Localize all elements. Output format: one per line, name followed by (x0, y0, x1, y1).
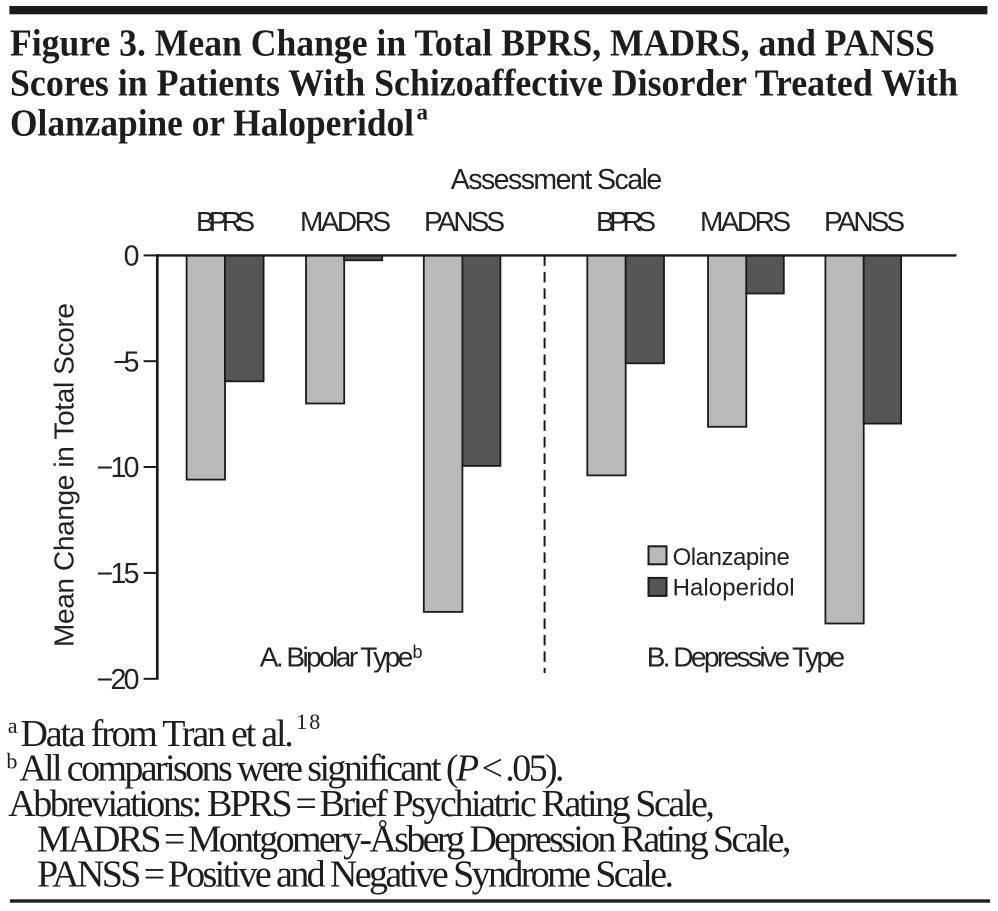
svg-text:PANSS: PANSS (824, 206, 905, 237)
svg-text:Abbreviations: BPRS = Brief Ps: Abbreviations: BPRS = Brief Psychiatric … (8, 783, 715, 825)
svg-text:−20: −20 (97, 664, 140, 696)
svg-text:a: a (8, 713, 18, 738)
svg-text:b: b (6, 748, 17, 773)
svg-text:−5: −5 (113, 346, 140, 378)
svg-text:B. Depressive Type: B. Depressive Type (647, 641, 845, 672)
svg-text:Mean Change in Total Score: Mean Change in Total Score (49, 303, 80, 647)
svg-text:−10: −10 (97, 452, 140, 484)
svg-text:a: a (417, 100, 429, 125)
svg-text:A. Bipolar Type: A. Bipolar Type (260, 641, 414, 672)
svg-text:Olanzapine or Haloperidol: Olanzapine or Haloperidol (10, 102, 414, 144)
svg-text:All comparisons were significa: All comparisons were significant (P < .0… (19, 748, 564, 790)
svg-text:0: 0 (124, 241, 140, 273)
svg-text:MADRS = Montgomery-Åsberg Depr: MADRS = Montgomery-Åsberg Depression Rat… (37, 818, 791, 860)
svg-text:BPRS: BPRS (596, 206, 656, 237)
svg-text:−15: −15 (97, 558, 140, 590)
svg-text:Assessment Scale: Assessment Scale (451, 164, 663, 196)
svg-text:b: b (413, 642, 423, 662)
svg-text:Figure 3. Mean Change in Total: Figure 3. Mean Change in Total BPRS, MAD… (10, 23, 935, 65)
svg-text:MADRS: MADRS (700, 206, 791, 237)
svg-text:Haloperidol: Haloperidol (673, 575, 795, 602)
svg-text:BPRS: BPRS (196, 206, 255, 237)
svg-text:Data from Tran et al.: Data from Tran et al. (21, 713, 294, 755)
svg-text:Olanzapine: Olanzapine (673, 544, 790, 571)
svg-text:MADRS: MADRS (300, 206, 391, 237)
svg-text:PANSS = Positive and Negative: PANSS = Positive and Negative Syndrome S… (37, 854, 674, 896)
svg-text:PANSS: PANSS (424, 206, 505, 237)
svg-text:Scores in Patients With Schizo: Scores in Patients With Schizoaffective … (10, 63, 958, 105)
